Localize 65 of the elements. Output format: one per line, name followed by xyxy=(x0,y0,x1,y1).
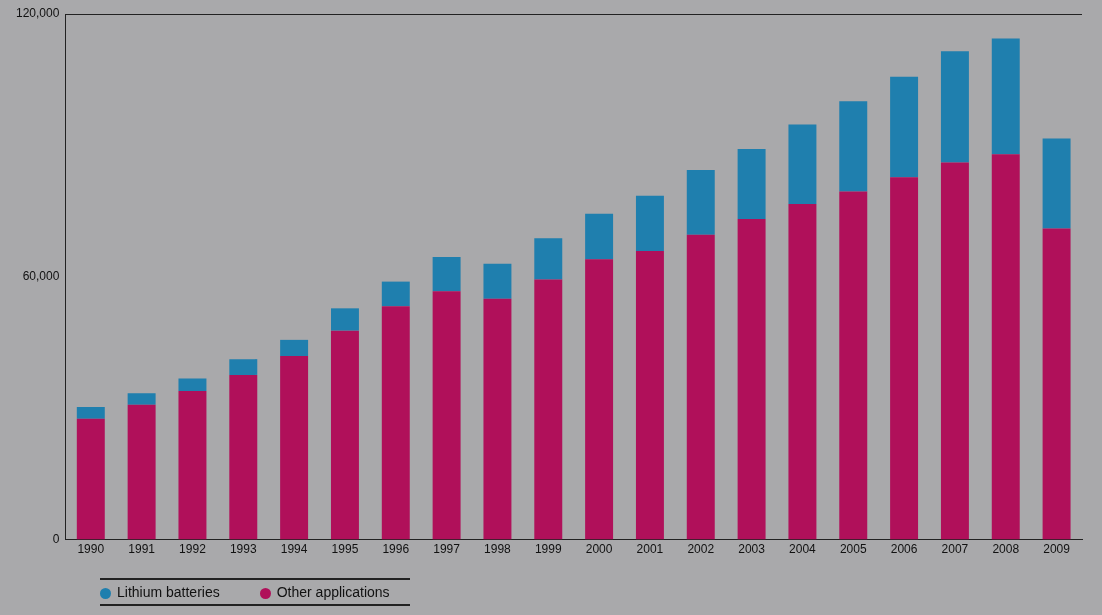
bar xyxy=(788,124,817,205)
bar xyxy=(76,406,105,419)
bar xyxy=(127,393,156,405)
x-tick-label: 2001 xyxy=(636,542,664,557)
bar xyxy=(229,359,258,375)
bar xyxy=(534,238,563,280)
legend-label: Other applications xyxy=(275,584,390,600)
x-tick-label: 2003 xyxy=(738,542,766,557)
bar xyxy=(585,259,614,540)
x-tick-label: 2004 xyxy=(789,542,817,557)
bar xyxy=(839,191,868,540)
y-tick-label: 120,000 xyxy=(15,6,60,21)
x-tick-label: 2005 xyxy=(839,542,867,557)
x-tick-label: 1999 xyxy=(534,542,562,557)
bar xyxy=(381,281,410,307)
bar xyxy=(229,374,258,540)
x-tick-label: 1997 xyxy=(433,542,461,557)
bar xyxy=(788,204,817,540)
x-tick-label: 1992 xyxy=(179,542,207,557)
x-tick-label: 2007 xyxy=(941,542,969,557)
x-tick-label: 1993 xyxy=(229,542,257,557)
bar xyxy=(178,378,207,392)
bar xyxy=(940,162,969,540)
bar xyxy=(839,101,868,192)
bar xyxy=(127,404,156,540)
bar xyxy=(1042,228,1071,540)
bar xyxy=(737,218,766,540)
bar xyxy=(381,306,410,540)
x-tick-label: 1991 xyxy=(128,542,156,557)
x-tick-label: 1998 xyxy=(484,542,512,557)
x-tick-label: 2009 xyxy=(1043,542,1071,557)
y-tick-label: 60,000 xyxy=(22,269,60,284)
bar xyxy=(534,279,563,540)
x-tick-label: 2002 xyxy=(687,542,715,557)
bar xyxy=(991,154,1020,540)
bar xyxy=(483,263,512,299)
bar xyxy=(890,76,919,178)
x-tick-label: 1996 xyxy=(382,542,410,557)
x-tick-label: 2006 xyxy=(890,542,918,557)
x-tick-label: 2008 xyxy=(992,542,1020,557)
bar xyxy=(432,291,461,540)
bar xyxy=(890,177,919,540)
bar xyxy=(483,298,512,540)
x-tick-label: 2000 xyxy=(585,542,613,557)
bar xyxy=(432,257,461,292)
x-tick-label: 1995 xyxy=(331,542,359,557)
bar xyxy=(686,169,715,235)
bar xyxy=(940,51,969,163)
bar xyxy=(737,148,766,219)
bar xyxy=(280,339,309,357)
bar xyxy=(330,330,359,540)
bar xyxy=(585,213,614,260)
bar xyxy=(1042,138,1071,229)
bar xyxy=(686,234,715,540)
bar xyxy=(635,250,664,540)
bar xyxy=(991,38,1020,155)
bar xyxy=(76,418,105,540)
legend-label: Lithium batteries xyxy=(116,584,220,600)
bar xyxy=(280,356,309,540)
y-tick-label: 0 xyxy=(52,531,60,546)
x-tick-label: 1990 xyxy=(77,542,105,557)
bar xyxy=(635,195,664,251)
x-tick-label: 1994 xyxy=(280,542,308,557)
bar xyxy=(330,308,359,331)
bar xyxy=(178,391,207,540)
